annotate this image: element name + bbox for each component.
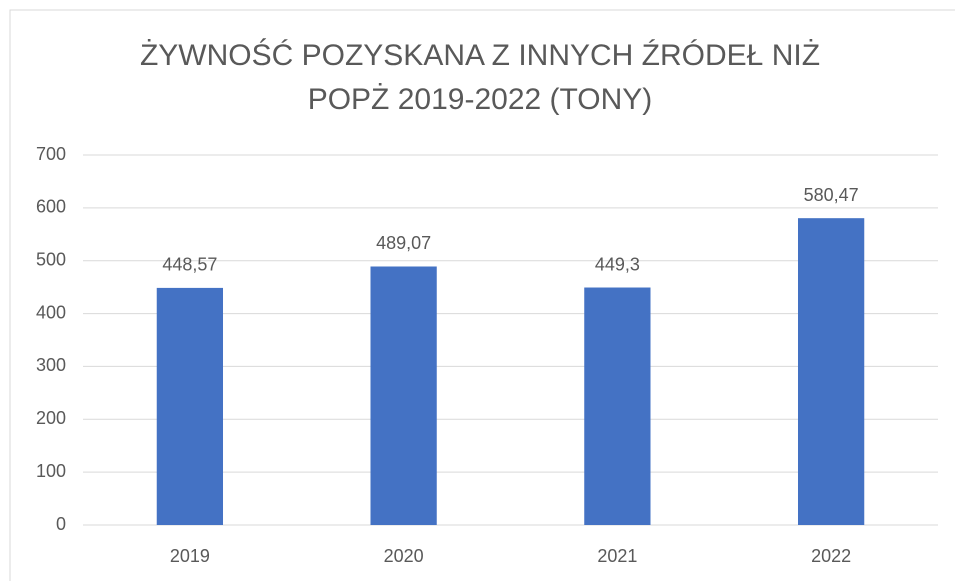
chart-border <box>9 9 955 581</box>
y-tick-label: 200 <box>36 408 66 428</box>
bar <box>370 266 437 525</box>
data-label: 489,07 <box>376 233 431 253</box>
y-tick-label: 500 <box>36 249 66 269</box>
data-label: 449,3 <box>595 254 640 274</box>
x-tick-label: 2019 <box>170 546 210 566</box>
chart-title: ŻYWNOŚĆ POZYSKANA Z INNYCH ŹRÓDEŁ NIŻ PO… <box>139 39 821 116</box>
data-label: 448,57 <box>162 255 217 275</box>
y-tick-label: 600 <box>36 197 66 217</box>
bar <box>797 218 865 525</box>
bar <box>156 287 224 525</box>
y-tick-label: 0 <box>56 514 66 534</box>
x-tick-label: 2020 <box>384 546 424 566</box>
data-label: 580,47 <box>804 185 859 205</box>
x-tick-label: 2021 <box>597 546 637 566</box>
x-tick-label: 2022 <box>811 546 851 566</box>
y-tick-label: 400 <box>36 302 66 322</box>
y-tick-label: 100 <box>36 461 66 481</box>
y-tick-label: 300 <box>36 355 66 375</box>
y-tick-label: 700 <box>36 144 66 164</box>
bar <box>584 287 651 525</box>
